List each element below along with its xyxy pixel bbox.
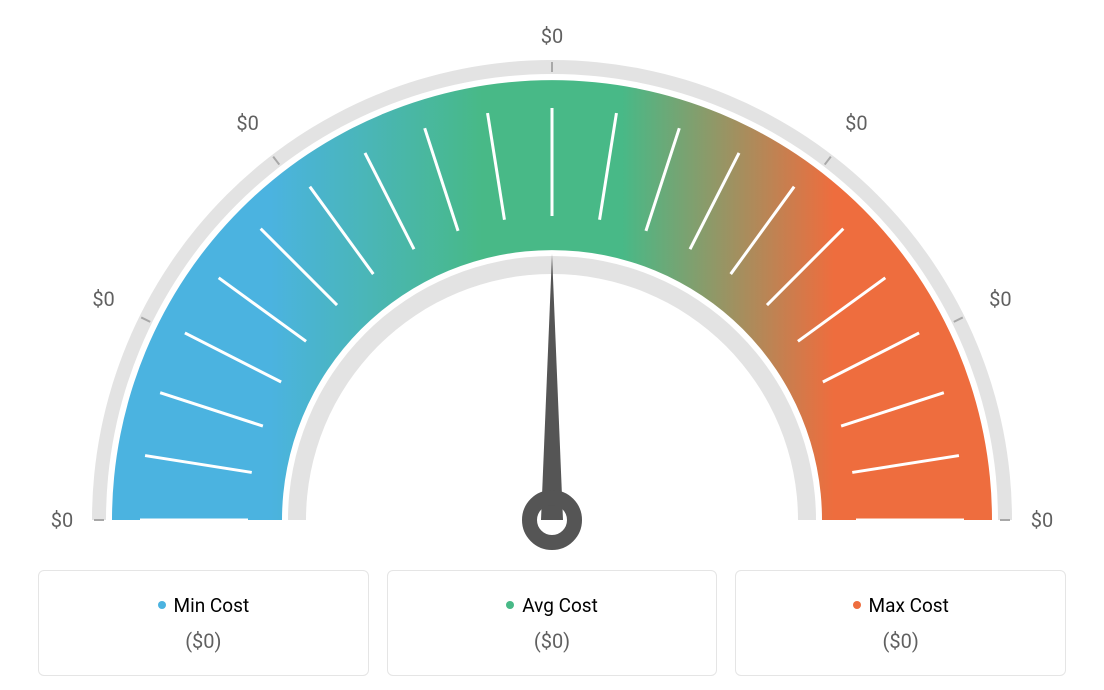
legend-label-avg-text: Avg Cost xyxy=(522,594,598,617)
gauge-cost-chart: $0 $0 $0 $0 $0 $0 $0 Min Cost ($0) Avg Cost ($… xyxy=(0,0,1104,690)
gauge-tick-label: $0 xyxy=(845,111,867,135)
gauge-tick-label: $0 xyxy=(541,24,563,48)
legend-dot-max xyxy=(853,601,861,609)
legend-label-max: Max Cost xyxy=(853,594,949,617)
gauge-tick-label: $0 xyxy=(1031,508,1053,532)
gauge-tick-label: $0 xyxy=(989,287,1011,311)
legend-value-min: ($0) xyxy=(185,629,221,653)
gauge-tick-label: $0 xyxy=(92,287,114,311)
legend-label-max-text: Max Cost xyxy=(869,594,949,617)
legend-label-min: Min Cost xyxy=(158,594,250,617)
legend-label-min-text: Min Cost xyxy=(174,594,250,617)
legend-box-max: Max Cost ($0) xyxy=(735,570,1066,676)
gauge-svg xyxy=(52,0,1052,560)
legend-box-avg: Avg Cost ($0) xyxy=(387,570,718,676)
gauge-area: $0 $0 $0 $0 $0 $0 $0 xyxy=(52,0,1052,560)
gauge-tick-label: $0 xyxy=(51,508,73,532)
legend-value-avg: ($0) xyxy=(534,629,570,653)
legend-box-min: Min Cost ($0) xyxy=(38,570,369,676)
legend-dot-avg xyxy=(506,601,514,609)
legend-value-max: ($0) xyxy=(883,629,919,653)
legend-dot-min xyxy=(158,601,166,609)
gauge-tick-label: $0 xyxy=(236,111,258,135)
legend-label-avg: Avg Cost xyxy=(506,594,598,617)
legend-row: Min Cost ($0) Avg Cost ($0) Max Cost ($0… xyxy=(38,570,1066,676)
